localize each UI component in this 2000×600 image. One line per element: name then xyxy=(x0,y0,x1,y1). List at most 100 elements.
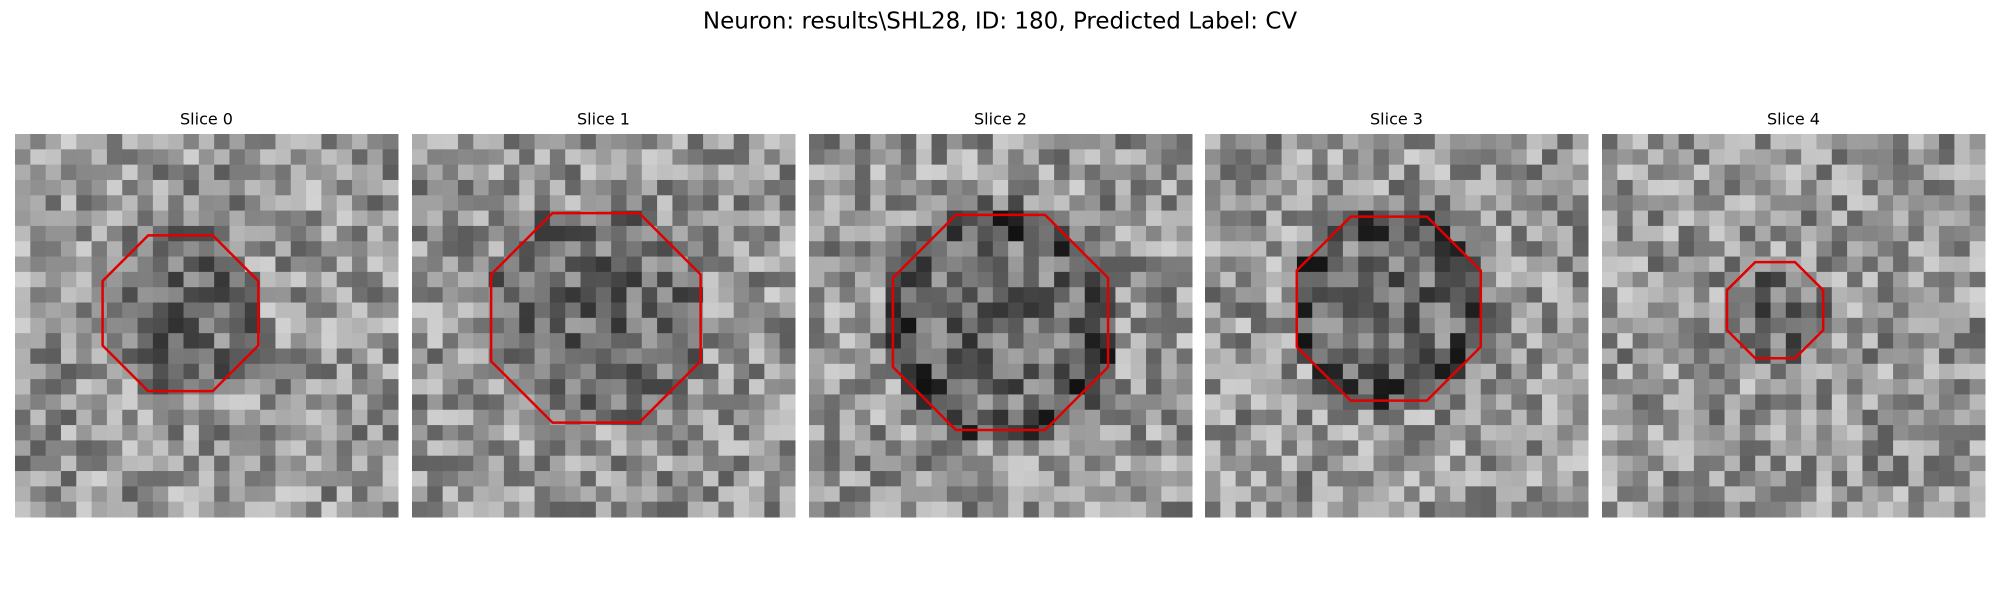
pixel xyxy=(779,501,796,518)
pixel xyxy=(549,471,566,487)
pixel xyxy=(1146,241,1162,258)
pixel xyxy=(1069,210,1086,227)
pixel xyxy=(1831,440,1848,457)
pixel xyxy=(15,363,31,380)
pixel xyxy=(916,394,933,411)
pixel xyxy=(30,195,47,212)
pixel xyxy=(1220,317,1237,334)
pixel xyxy=(275,333,292,349)
pixel xyxy=(641,164,658,181)
pixel xyxy=(1161,486,1178,503)
pixel xyxy=(168,241,185,258)
pixel xyxy=(1342,455,1359,472)
pixel xyxy=(534,149,551,166)
pixel xyxy=(1617,333,1634,349)
pixel xyxy=(1023,379,1040,395)
pixel xyxy=(824,134,841,150)
pixel xyxy=(382,363,399,380)
pixel xyxy=(549,333,566,349)
pixel xyxy=(641,363,658,380)
pixel xyxy=(427,134,444,150)
pixel xyxy=(183,210,200,227)
pixel xyxy=(1542,317,1558,334)
pixel xyxy=(779,379,796,395)
pixel xyxy=(565,302,582,319)
pixel xyxy=(1388,379,1405,395)
pixel xyxy=(1526,149,1543,166)
pixel xyxy=(1115,164,1132,181)
pixel xyxy=(168,210,185,227)
pixel xyxy=(977,195,994,212)
pixel xyxy=(275,501,292,518)
pixel xyxy=(1235,455,1252,472)
pixel xyxy=(687,425,704,441)
pixel xyxy=(1161,164,1178,181)
pixel xyxy=(1434,440,1451,457)
pixel xyxy=(1908,271,1925,288)
pixel xyxy=(122,333,139,349)
pixel xyxy=(1327,486,1344,503)
pixel xyxy=(885,149,902,166)
pixel xyxy=(931,317,948,334)
pixel xyxy=(657,271,673,288)
pixel xyxy=(1770,256,1787,273)
pixel xyxy=(473,333,490,349)
pixel xyxy=(1693,302,1710,319)
pixel xyxy=(1235,287,1252,304)
pixel xyxy=(1939,317,1955,334)
pixel xyxy=(809,425,825,441)
pixel xyxy=(275,241,292,258)
pixel xyxy=(733,287,750,304)
pixel xyxy=(1602,471,1618,487)
pixel xyxy=(1572,195,1589,212)
pixel xyxy=(229,225,246,242)
pixel xyxy=(1161,471,1178,487)
pixel xyxy=(718,440,735,457)
pixel xyxy=(779,471,796,487)
pixel xyxy=(1678,379,1695,395)
pixel xyxy=(687,501,704,518)
pixel xyxy=(1755,241,1772,258)
pixel xyxy=(839,425,856,441)
pixel xyxy=(336,195,353,212)
pixel xyxy=(1419,333,1436,349)
pixel xyxy=(1235,409,1252,426)
pixel xyxy=(45,440,62,457)
pixel xyxy=(198,317,215,334)
pixel xyxy=(1755,501,1772,518)
pixel xyxy=(1100,501,1116,518)
pixel xyxy=(1724,348,1741,365)
pixel xyxy=(749,134,765,150)
pixel xyxy=(244,501,261,518)
pixel xyxy=(306,271,322,288)
pixel xyxy=(30,501,47,518)
pixel xyxy=(1266,501,1283,518)
pixel xyxy=(657,425,673,441)
pixel xyxy=(1617,440,1634,457)
pixel xyxy=(45,241,62,258)
pixel xyxy=(1146,302,1162,319)
pixel xyxy=(1419,287,1436,304)
pixel xyxy=(1496,379,1512,395)
pixel xyxy=(1557,134,1574,150)
pixel xyxy=(657,195,673,212)
pixel xyxy=(1709,348,1726,365)
pixel xyxy=(641,287,658,304)
pixel xyxy=(824,486,841,503)
pixel xyxy=(718,134,735,150)
pixel xyxy=(1434,317,1451,334)
pixel xyxy=(442,256,459,273)
pixel xyxy=(152,440,169,457)
pixel xyxy=(1404,486,1420,503)
pixel xyxy=(626,241,643,258)
pixel xyxy=(1220,225,1237,242)
pixel xyxy=(611,210,627,227)
pixel xyxy=(1312,225,1329,242)
pixel xyxy=(457,379,474,395)
pixel xyxy=(1266,179,1283,196)
pixel xyxy=(1770,134,1787,150)
pixel xyxy=(1388,134,1405,150)
pixel xyxy=(931,333,948,349)
pixel xyxy=(703,287,719,304)
pixel xyxy=(1266,425,1283,441)
